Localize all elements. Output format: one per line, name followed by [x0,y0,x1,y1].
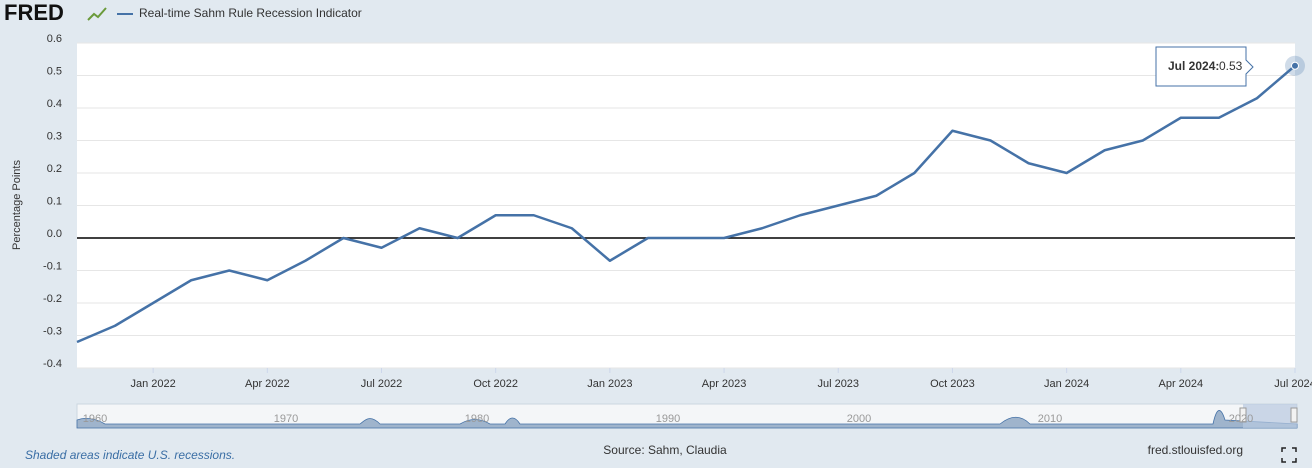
y-tick-label: 0.0 [47,228,62,240]
navigator: 1960 1970 1980 1990 2000 2010 2020 [76,403,1298,429]
y-tick-label: -0.1 [43,260,62,272]
recession-note: Shaded areas indicate U.S. recessions. [25,448,235,462]
navigator-label: 1980 [465,413,489,425]
logo-icon [87,7,107,21]
x-tick-label: Jan 2023 [587,378,632,390]
navigator-selection[interactable] [1243,404,1297,428]
logo: FRED [4,0,64,25]
tooltip-label: Jul 2024: [1168,59,1219,73]
navigator-label: 2010 [1038,413,1062,425]
y-tick-label: 0.1 [47,195,62,207]
navigator-series [76,410,1298,429]
hover-point [1291,61,1299,70]
y-tick-label: 0.3 [47,130,62,142]
y-tick-label: -0.2 [43,293,62,305]
x-tick-label: Oct 2023 [930,378,975,390]
y-tick-label: 0.4 [47,98,62,110]
navigator-label: 2000 [847,413,871,425]
x-tick-label: Jan 2024 [1044,378,1089,390]
y-tick-label: 0.6 [47,33,62,45]
legend-label[interactable]: Real-time Sahm Rule Recession Indicator [139,6,362,20]
navigator-label: 1960 [83,413,107,425]
x-tick-label: Apr 2024 [1158,378,1203,390]
navigator-label: 1970 [274,413,298,425]
tooltip-box [1155,46,1254,87]
navigator-handle[interactable] [1290,407,1298,423]
y-tick-label: -0.3 [43,325,62,337]
y-tick-label: 0.5 [47,65,62,77]
x-tick-label: Apr 2023 [702,378,747,390]
x-tick-label: Jul 2022 [361,378,403,390]
x-tick-label: Jul 2024 [1274,378,1312,390]
y-tick-label: -0.4 [43,358,62,370]
source: Source: Sahm, Claudia [603,443,727,457]
x-tick-label: Jan 2022 [130,378,175,390]
tooltip-value: 0.53 [1219,59,1243,73]
x-tick-label: Jul 2023 [817,378,859,390]
navigator-handle[interactable] [1239,407,1247,423]
y-axis-label: Percentage Points [11,160,23,250]
navigator-label: 2020 [1229,413,1253,425]
fullscreen-icon[interactable] [1281,447,1297,463]
y-tick-label: 0.2 [47,163,62,175]
site[interactable]: fred.stlouisfed.org [1148,443,1243,457]
x-tick-label: Oct 2022 [473,378,518,390]
x-tick-label: Apr 2022 [245,378,290,390]
series-line [76,64,1296,344]
navigator-label: 1990 [656,413,680,425]
